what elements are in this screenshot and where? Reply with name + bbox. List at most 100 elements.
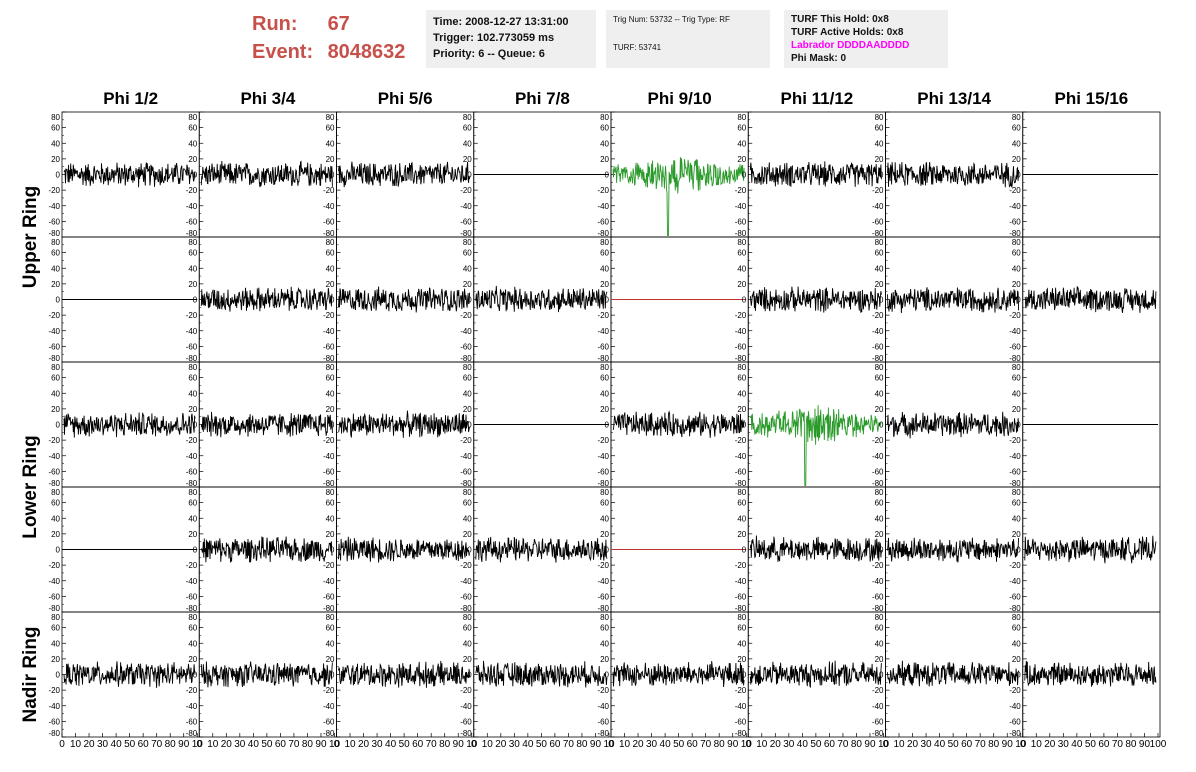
y-tick-label: -80 — [186, 479, 198, 488]
y-tick-label: -80 — [1009, 354, 1021, 363]
x-tick-label: 70 — [426, 739, 438, 750]
y-tick-label: 80 — [737, 488, 746, 497]
y-tick-label: 60 — [737, 124, 746, 133]
y-tick-label: 20 — [51, 405, 60, 414]
y-tick-label: -40 — [735, 202, 747, 211]
y-tick-label: -40 — [735, 702, 747, 711]
x-tick-label: 0 — [745, 739, 751, 750]
y-tick-label: 60 — [188, 624, 197, 633]
x-tick-label: 0 — [334, 739, 340, 750]
x-tick-label: 60 — [275, 739, 287, 750]
y-tick-label: 60 — [51, 499, 60, 508]
x-tick-label: 90 — [453, 739, 465, 750]
y-tick-label: 60 — [875, 124, 884, 133]
y-tick-label: -40 — [48, 577, 60, 586]
y-tick-label: -40 — [735, 452, 747, 461]
x-tick-label: 10 — [893, 739, 905, 750]
y-tick-label: -60 — [597, 467, 609, 476]
x-tick-label: 40 — [385, 739, 397, 750]
x-tick-label: 0 — [1020, 739, 1026, 750]
y-tick-label: -20 — [872, 311, 884, 320]
y-tick-label: 40 — [737, 264, 746, 273]
y-tick-label: 80 — [326, 488, 335, 497]
y-tick-label: 20 — [875, 530, 884, 539]
x-tick-label: 60 — [412, 739, 424, 750]
y-tick-label: 60 — [188, 499, 197, 508]
y-tick-label: 40 — [1012, 514, 1021, 523]
y-tick-label: -80 — [460, 229, 472, 238]
x-tick-label: 0 — [608, 739, 614, 750]
y-tick-label: -40 — [872, 202, 884, 211]
y-tick-label: -40 — [186, 327, 198, 336]
y-tick-label: 20 — [463, 280, 472, 289]
x-tick-label: 60 — [138, 739, 150, 750]
y-tick-label: -60 — [186, 467, 198, 476]
y-tick-label: 20 — [737, 530, 746, 539]
y-tick-label: -20 — [48, 311, 60, 320]
y-tick-label: -60 — [735, 217, 747, 226]
waveform-trace — [887, 161, 1020, 189]
y-tick-label: 0 — [605, 296, 610, 305]
y-tick-label: 0 — [1016, 171, 1021, 180]
y-tick-label: -60 — [872, 467, 884, 476]
y-tick-label: -60 — [460, 592, 472, 601]
x-tick-label: 90 — [1139, 739, 1151, 750]
y-tick-label: -60 — [48, 592, 60, 601]
waveform-trace — [887, 660, 1020, 687]
y-tick-label: 20 — [188, 530, 197, 539]
y-tick-label: 80 — [737, 613, 746, 622]
y-tick-label: -40 — [1009, 327, 1021, 336]
y-tick-label: -80 — [872, 604, 884, 613]
waveform-trace — [63, 661, 196, 688]
y-tick-label: 40 — [1012, 139, 1021, 148]
y-tick-label: -80 — [735, 229, 747, 238]
y-tick-label: -80 — [597, 604, 609, 613]
y-tick-label: 40 — [326, 264, 335, 273]
y-tick-label: 20 — [326, 280, 335, 289]
column-header: Phi 3/4 — [240, 89, 295, 108]
x-tick-label: 30 — [921, 739, 933, 750]
y-tick-label: 20 — [463, 530, 472, 539]
x-tick-label: 60 — [687, 739, 699, 750]
y-tick-label: -80 — [872, 479, 884, 488]
x-tick-label: 50 — [810, 739, 822, 750]
y-tick-label: 80 — [875, 613, 884, 622]
x-tick-label: 0 — [196, 739, 202, 750]
x-tick-label: 70 — [563, 739, 575, 750]
y-tick-label: 80 — [188, 363, 197, 372]
y-tick-label: 0 — [330, 171, 335, 180]
y-tick-label: 60 — [463, 249, 472, 258]
y-tick-label: -40 — [1009, 452, 1021, 461]
y-tick-label: 20 — [600, 655, 609, 664]
x-tick-label: 10 — [1015, 739, 1027, 750]
y-tick-label: -40 — [597, 702, 609, 711]
y-tick-label: 40 — [188, 639, 197, 648]
waveform-trace — [1024, 286, 1157, 313]
y-tick-label: 20 — [875, 280, 884, 289]
y-tick-label: -60 — [1009, 592, 1021, 601]
x-tick-label: 70 — [837, 739, 849, 750]
y-tick-label: 20 — [463, 405, 472, 414]
y-tick-label: -20 — [597, 561, 609, 570]
run-label: Run: — [252, 13, 298, 35]
x-tick-label: 20 — [632, 739, 644, 750]
waveform-trace — [63, 162, 196, 188]
y-tick-label: -80 — [460, 604, 472, 613]
y-tick-label: 0 — [467, 171, 472, 180]
waveform-trace — [475, 660, 608, 688]
y-tick-label: 80 — [326, 238, 335, 247]
turf-text: TURF: 53741 — [613, 43, 662, 52]
y-tick-label: 0 — [1016, 546, 1021, 555]
time-info-box: Time: 2008-12-27 13:31:00 Trigger: 102.7… — [426, 10, 596, 68]
y-tick-label: 80 — [188, 613, 197, 622]
y-tick-label: 0 — [193, 171, 198, 180]
y-tick-label: 40 — [737, 639, 746, 648]
y-tick-label: -40 — [48, 702, 60, 711]
x-tick-label: 0 — [883, 739, 889, 750]
y-tick-label: 40 — [326, 389, 335, 398]
y-tick-label: -80 — [735, 479, 747, 488]
y-tick-label: -80 — [48, 229, 60, 238]
y-tick-label: -20 — [872, 561, 884, 570]
y-tick-label: -20 — [735, 686, 747, 695]
